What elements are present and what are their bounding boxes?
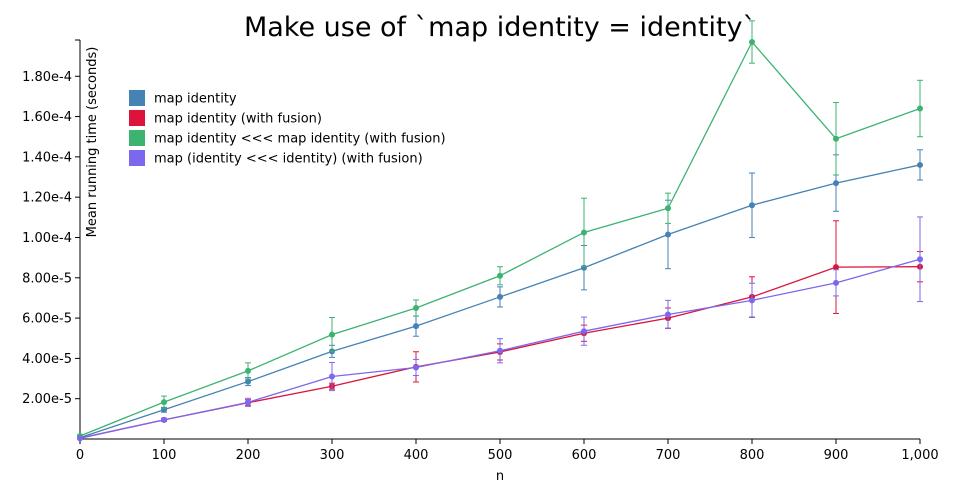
data-point [917,256,923,263]
data-point [413,323,419,330]
x-tick-label: 300 [320,448,345,463]
legend-label: map identity [154,92,237,107]
data-point [917,105,923,112]
data-point [665,311,671,318]
y-tick-label: 4.00e-5 [22,352,72,367]
data-point [749,297,755,304]
y-tick-label: 1.40e-4 [22,150,72,165]
data-point [665,231,671,238]
data-point [161,416,167,423]
data-point [833,264,839,271]
y-tick-label: 1.00e-4 [22,231,72,246]
data-point [581,229,587,236]
data-point [833,135,839,142]
data-point [413,364,419,371]
legend-label: map (identity <<< identity) (with fusion… [154,152,423,167]
chart-title: Make use of `map identity = identity` [243,12,757,43]
series-3 [77,216,923,442]
x-tick-label: 0 [76,448,84,463]
legend-swatch [129,110,145,126]
y-tick-label: 1.20e-4 [22,191,72,206]
x-tick-label: 900 [824,448,849,463]
y-tick-label: 8.00e-5 [22,271,72,286]
legend-label: map identity <<< map identity (with fusi… [154,132,446,147]
data-point [665,205,671,212]
x-axis-label: n [496,469,504,484]
y-axis-label: Mean running time (seconds) [85,47,100,238]
data-point [161,399,167,406]
x-tick-label: 100 [152,448,177,463]
data-point [245,378,251,385]
data-point [833,279,839,286]
data-point [497,293,503,300]
series-2 [77,20,923,439]
data-point [497,272,503,279]
series-1 [77,220,923,442]
data-point [413,305,419,312]
data-point [329,373,335,380]
legend-swatch [129,90,145,106]
data-point [497,347,503,354]
x-tick-label: 600 [572,448,597,463]
x-tick-label: 700 [656,448,681,463]
data-point [245,367,251,374]
y-tick-label: 1.80e-4 [22,70,72,85]
data-point [245,399,251,406]
legend-swatch [129,150,145,166]
x-tick-label: 500 [488,448,513,463]
y-tick-label: 6.00e-5 [22,312,72,327]
legend-swatch [129,130,145,146]
data-point [749,39,755,46]
y-tick-label: 1.60e-4 [22,110,72,125]
legend: map identity map identity (with fusion) ma… [129,90,446,167]
data-point [329,331,335,338]
legend-label: map identity (with fusion) [154,112,322,127]
y-tick-label: 2.00e-5 [22,392,72,407]
data-point [917,161,923,168]
x-tick-label: 200 [236,448,261,463]
series-0 [77,149,923,441]
x-tick-label: 800 [740,448,765,463]
x-tick-label: 400 [404,448,429,463]
data-point [833,180,839,187]
x-tick-label: 1,000 [901,448,938,463]
data-point [581,328,587,335]
data-point [77,435,83,442]
data-point [749,202,755,209]
